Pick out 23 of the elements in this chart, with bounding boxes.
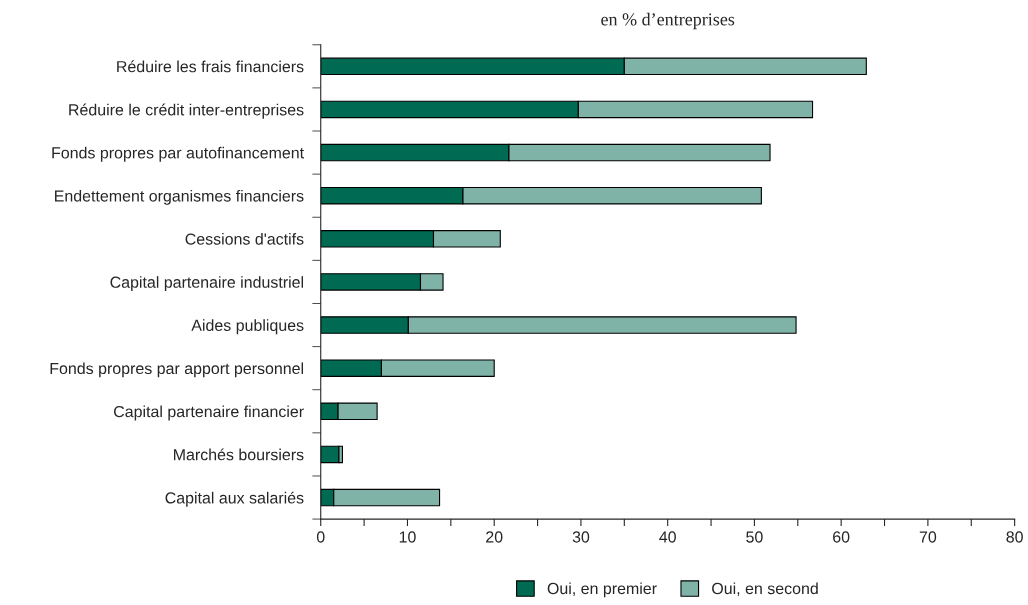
y-tick-label: Réduire les frais financiers	[117, 60, 304, 73]
x-tick-label: 80	[1006, 531, 1023, 543]
y-tick-label: Fonds propres par autofinancement	[52, 146, 304, 162]
x-tick-label: 50	[746, 531, 763, 543]
y-tick-label: Capital aux salariés	[165, 491, 304, 507]
y-tick-label: Capital partenaire financier	[114, 405, 304, 421]
x-tick-label: 30	[572, 531, 590, 543]
y-tick-label: Réduire le crédit inter-entreprises	[69, 103, 304, 119]
y-tick-label: Aides publiques	[191, 319, 304, 335]
y-tick-label: Fonds propres par apport personnel	[50, 362, 304, 378]
x-tick-label: 70	[919, 531, 937, 543]
y-tick-label: Cessions d'actifs	[185, 233, 304, 245]
chart-title: en % d’entreprises	[601, 12, 735, 30]
legend-label: Oui, en premier	[547, 582, 657, 598]
y-tick-label: Capital partenaire industriel	[110, 276, 304, 292]
x-tick-label: 40	[659, 531, 676, 543]
x-tick-label: 10	[399, 531, 416, 543]
x-tick-label: 20	[486, 531, 503, 543]
x-tick-label: 0	[316, 531, 325, 543]
x-tick-label: 60	[833, 531, 850, 543]
legend-label: Oui, en second	[712, 582, 818, 597]
y-tick-label: Endettement organismes financiers	[55, 189, 304, 205]
y-tick-label: Marchés boursiers	[174, 448, 304, 461]
